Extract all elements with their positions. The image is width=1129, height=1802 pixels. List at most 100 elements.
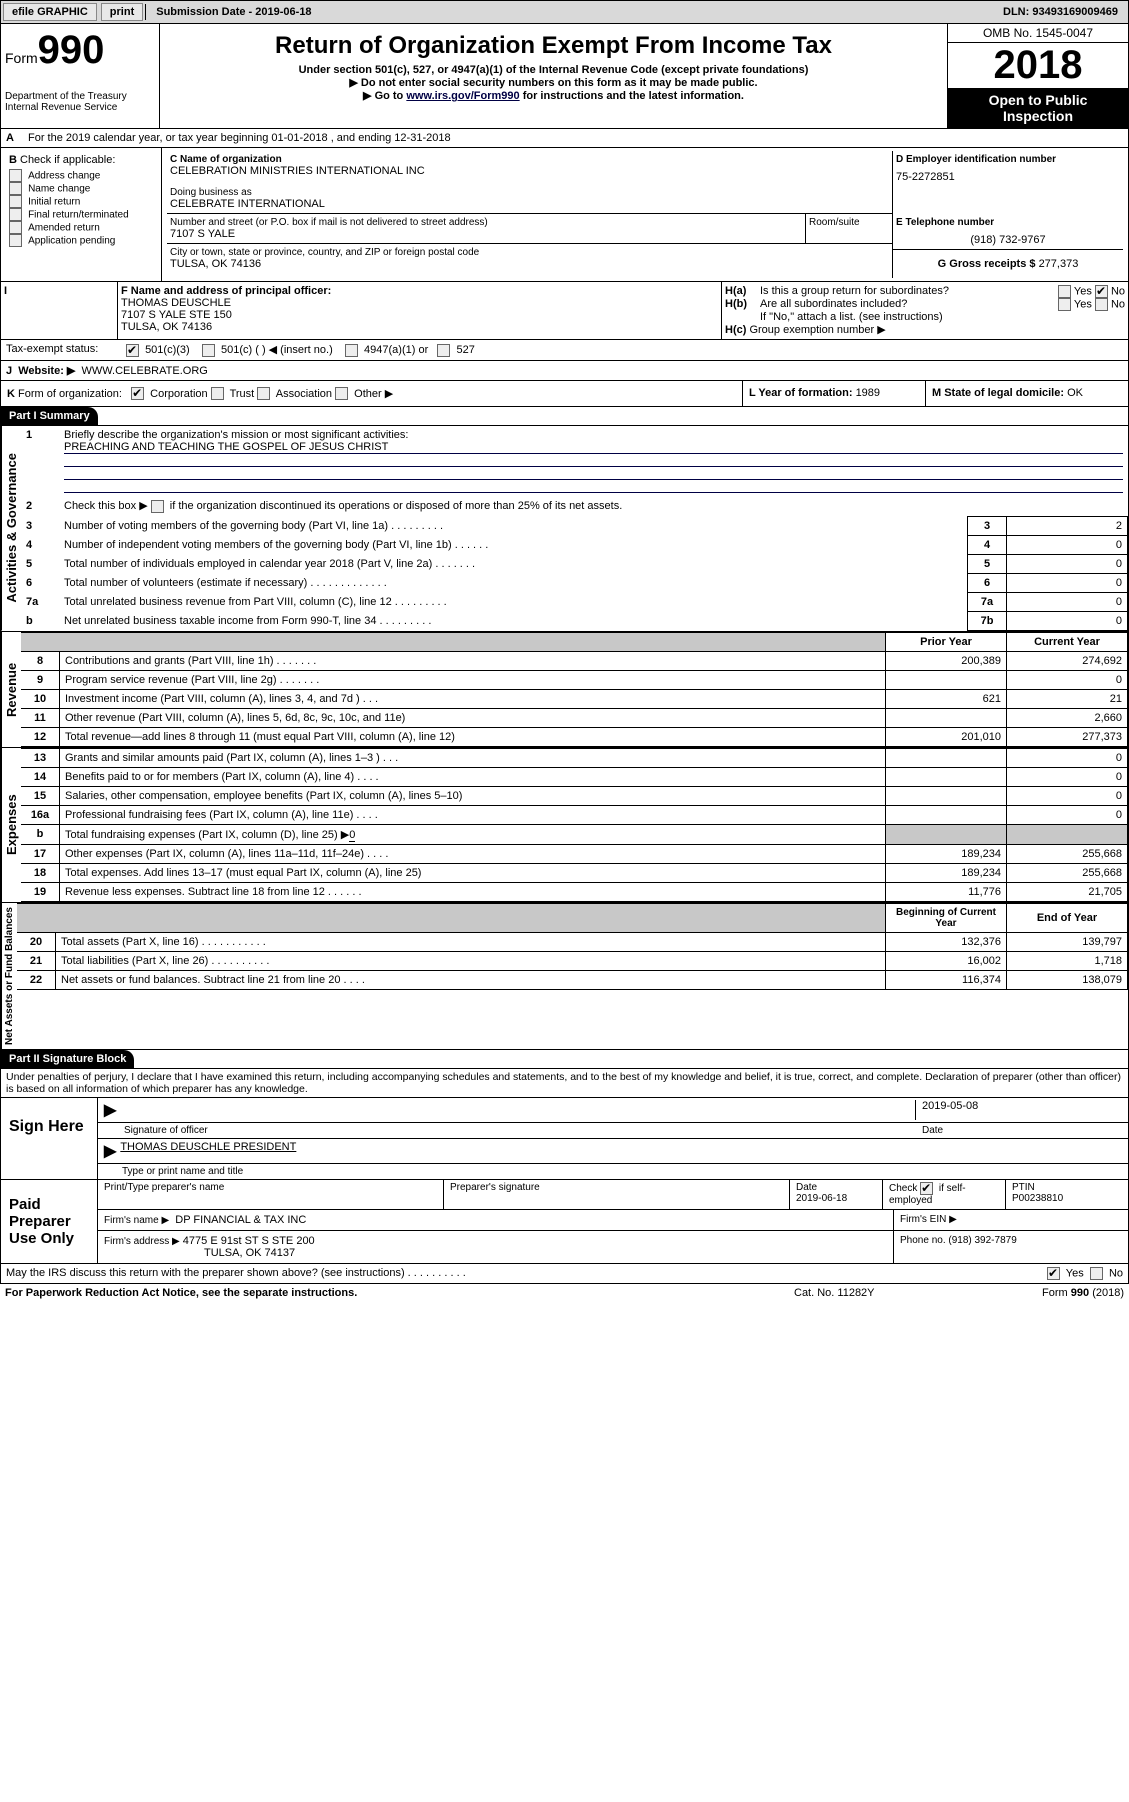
line15-text: Salaries, other compensation, employee b…: [60, 786, 886, 805]
line15-prior: [886, 786, 1007, 805]
cat-no: Cat. No. 11282Y: [794, 1287, 994, 1299]
blockb-option-checkbox[interactable]: [9, 234, 22, 247]
discuss-yes-checkbox[interactable]: [1047, 1267, 1060, 1280]
form-footer: Form 990 (2018): [994, 1287, 1124, 1299]
block-d: D Employer identification number 75-2272…: [893, 151, 1123, 214]
room-label: Room/suite: [806, 214, 892, 243]
paid-preparer-block: Paid Preparer Use Only Print/Type prepar…: [0, 1180, 1129, 1264]
block-l-label: L Year of formation:: [749, 387, 856, 399]
line10-text: Investment income (Part VIII, column (A)…: [60, 689, 886, 708]
line6-val: 0: [1007, 573, 1128, 592]
line16a-prior: [886, 805, 1007, 824]
col-curr: Current Year: [1007, 632, 1128, 651]
line17-text: Other expenses (Part IX, column (A), lin…: [60, 844, 886, 863]
blockb-option-checkbox[interactable]: [9, 182, 22, 195]
line-klm: K Form of organization: Corporation Trus…: [0, 381, 1129, 408]
firm-phone: (918) 392-7879: [948, 1235, 1016, 1246]
line-i-label: Tax-exempt status:: [1, 340, 121, 360]
line7a-text: Total unrelated business revenue from Pa…: [59, 592, 968, 611]
assoc-checkbox[interactable]: [257, 387, 270, 400]
trust-checkbox[interactable]: [211, 387, 224, 400]
line16b-prior: [886, 824, 1007, 844]
sig-officer-label: Signature of officer: [124, 1125, 916, 1136]
h-b-note: If "No," attach a list. (see instruction…: [725, 311, 1125, 323]
corp-checkbox[interactable]: [131, 387, 144, 400]
form-title: Return of Organization Exempt From Incom…: [164, 32, 943, 60]
block-g-label: G Gross receipts $: [938, 258, 1039, 270]
firm-ein-label: Firm's EIN ▶: [894, 1210, 1128, 1230]
other-checkbox[interactable]: [335, 387, 348, 400]
side-revenue: Revenue: [1, 632, 21, 747]
527-checkbox[interactable]: [437, 344, 450, 357]
form-prefix: Form: [5, 50, 38, 66]
type-name-label: Type or print name and title: [98, 1164, 1128, 1179]
blockb-option-checkbox[interactable]: [9, 169, 22, 182]
ptin-label: PTIN: [1012, 1182, 1122, 1193]
hb-yes-checkbox[interactable]: [1058, 298, 1071, 311]
line21-beg: 16,002: [886, 951, 1007, 970]
block-c: C Name of organization CELEBRATION MINIS…: [162, 148, 1128, 281]
city-label: City or town, state or province, country…: [170, 247, 889, 258]
ha-no: No: [1111, 285, 1125, 297]
line9-text: Program service revenue (Part VIII, line…: [60, 670, 886, 689]
dept-treasury: Department of the Treasury Internal Reve…: [5, 91, 155, 113]
city-value: TULSA, OK 74136: [170, 258, 889, 270]
line22-beg: 116,374: [886, 970, 1007, 989]
blockb-option-label: Application pending: [28, 235, 115, 246]
blockb-option-checkbox[interactable]: [9, 208, 22, 221]
527-label: 527: [456, 344, 474, 356]
irs-link[interactable]: www.irs.gov/Form990: [406, 90, 519, 102]
line1-label: Briefly describe the organization's miss…: [64, 429, 408, 441]
paid-preparer-label: Paid Preparer Use Only: [1, 1180, 98, 1263]
501c-checkbox[interactable]: [202, 344, 215, 357]
blockb-option-label: Final return/terminated: [28, 209, 129, 220]
blockb-option-checkbox[interactable]: [9, 221, 22, 234]
mission-text: PREACHING AND TEACHING THE GOSPEL OF JES…: [64, 441, 1123, 454]
line7a-val: 0: [1007, 592, 1128, 611]
line10-curr: 21: [1007, 689, 1128, 708]
line21-end: 1,718: [1007, 951, 1128, 970]
4947-checkbox[interactable]: [345, 344, 358, 357]
line7b-text: Net unrelated business taxable income fr…: [59, 611, 968, 630]
line16b-text: Total fundraising expenses (Part IX, col…: [65, 829, 349, 841]
date-label: Date: [916, 1125, 1122, 1136]
line20-beg: 132,376: [886, 932, 1007, 951]
line18-text: Total expenses. Add lines 13–17 (must eq…: [60, 863, 886, 882]
line17-prior: 189,234: [886, 844, 1007, 863]
hb-no-checkbox[interactable]: [1095, 298, 1108, 311]
line18-curr: 255,668: [1007, 863, 1128, 882]
self-emp-checkbox[interactable]: [920, 1182, 933, 1195]
line9-curr: 0: [1007, 670, 1128, 689]
block-c-name-label: C Name of organization: [170, 154, 282, 165]
gross-receipts: 277,373: [1039, 258, 1079, 270]
line2-checkbox[interactable]: [151, 500, 164, 513]
block-k-label: Form of organization:: [18, 388, 122, 400]
501c3-checkbox[interactable]: [126, 344, 139, 357]
block-m-label: M State of legal domicile:: [932, 387, 1067, 399]
block-b: B Check if applicable: Address change Na…: [1, 148, 162, 281]
col-beg: Beginning of Current Year: [886, 903, 1007, 932]
org-name: CELEBRATION MINISTRIES INTERNATIONAL INC: [170, 165, 889, 177]
line-a: A For the 2019 calendar year, or tax yea…: [0, 129, 1129, 148]
topbar: efile GRAPHIC print Submission Date - 20…: [0, 0, 1129, 24]
line14-prior: [886, 767, 1007, 786]
officer-addr2: TULSA, OK 74136: [121, 321, 718, 333]
hb-no: No: [1111, 298, 1125, 310]
dln-value: 93493169009469: [1032, 6, 1118, 18]
h-b-text: Are all subordinates included?: [760, 298, 1058, 311]
form-header: Form990 Department of the Treasury Inter…: [0, 24, 1129, 129]
line11-text: Other revenue (Part VIII, column (A), li…: [60, 708, 886, 727]
prep-date-label: Date: [796, 1182, 876, 1193]
ha-no-checkbox[interactable]: [1095, 285, 1108, 298]
print-button[interactable]: print: [101, 3, 143, 21]
form-subtitle-3: ▶ Go to www.irs.gov/Form990 for instruct…: [164, 89, 943, 102]
arrow-icon-2: ▶: [104, 1141, 116, 1161]
line16a-text: Professional fundraising fees (Part IX, …: [60, 805, 886, 824]
blockb-option-label: Amended return: [28, 222, 100, 233]
ha-yes-checkbox[interactable]: [1058, 285, 1071, 298]
officer-addr1: 7107 S YALE STE 150: [121, 309, 718, 321]
line11-curr: 2,660: [1007, 708, 1128, 727]
assoc-label: Association: [276, 388, 332, 400]
blockb-option-checkbox[interactable]: [9, 195, 22, 208]
discuss-no-checkbox[interactable]: [1090, 1267, 1103, 1280]
